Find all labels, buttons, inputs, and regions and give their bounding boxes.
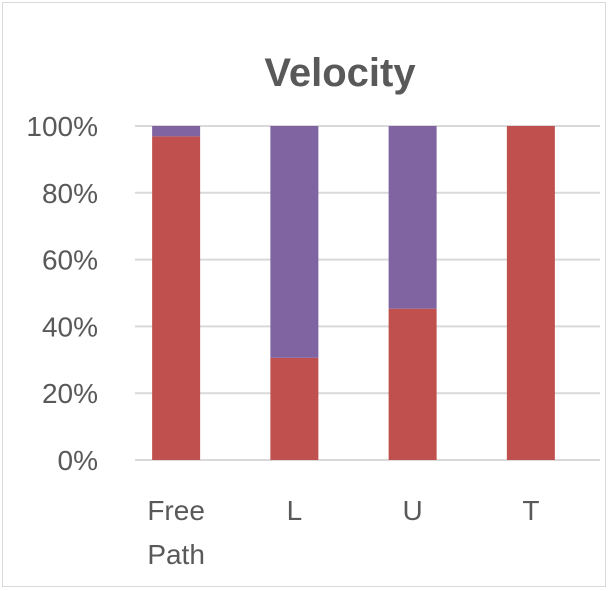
bar-segment-1 <box>388 308 437 460</box>
bar-segment-2 <box>270 126 319 358</box>
bar-segment-2 <box>388 126 437 309</box>
y-tick-label: 40% <box>42 311 98 342</box>
y-tick-label: 0% <box>58 445 98 476</box>
bar-segment-1 <box>270 357 319 460</box>
x-tick-label: T <box>522 495 539 526</box>
x-tick-label: U <box>403 495 423 526</box>
x-tick-label: Path <box>147 539 205 570</box>
bar-segment-1 <box>152 136 201 460</box>
x-tick-label: L <box>287 495 303 526</box>
y-tick-label: 20% <box>42 378 98 409</box>
bar-segment-1 <box>506 126 555 460</box>
y-tick-label: 60% <box>42 245 98 276</box>
y-tick-label: 80% <box>42 178 98 209</box>
bar-segment-2 <box>152 126 201 137</box>
y-tick-label: 100% <box>26 111 98 142</box>
chart-title: Velocity <box>264 51 416 95</box>
x-tick-label: Free <box>147 495 205 526</box>
